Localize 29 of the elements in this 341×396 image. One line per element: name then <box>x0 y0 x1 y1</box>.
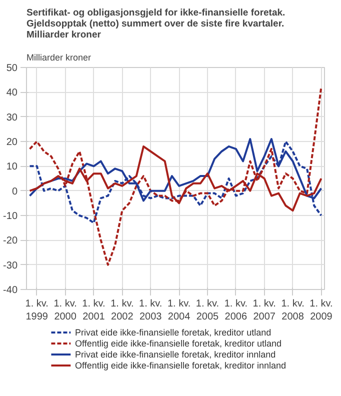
legend-label: Offentlig eide ikke-finansielle foretak, kreditor utland <box>75 338 282 348</box>
x-tick-label: 1. kv. 2003 <box>139 298 162 323</box>
y-axis-title: Milliarder kroner <box>26 52 92 62</box>
y-tick-label: 10 <box>6 162 18 173</box>
line-series <box>28 140 322 224</box>
x-tick-label: 1. kv. 2005 <box>196 298 220 323</box>
y-tick-label: 30 <box>6 112 18 124</box>
y-tick-label: 40 <box>6 88 18 99</box>
chart-title: Sertifikat- og obligasjonsgjeld for ikke-finansielle foretak. Gjeldsopptak (netto) summert over de siste fire kvartaler. Milliarder kroner <box>26 8 286 40</box>
y-tick-label: 0 <box>12 186 18 198</box>
line-series <box>28 86 322 266</box>
x-tick-label: 1. kv. 2006 <box>224 298 248 323</box>
x-tick-label: 1. kv. 2001 <box>82 298 106 323</box>
y-tick-label: 50 <box>6 63 18 74</box>
x-tick-label: 1. kv. 2002 <box>110 298 134 323</box>
x-tick-label: 1. kv. 2000 <box>54 298 77 323</box>
y-tick-label: 20 <box>6 137 18 148</box>
y-tick-label: -10 <box>3 211 18 222</box>
x-tick-label: 1. kv. 2004 <box>167 298 191 323</box>
x-tick-label: 1. kv. 2009 <box>310 298 333 323</box>
legend-label: Offentlig eide ikke-finansielle foretak, kreditor innland <box>75 360 286 370</box>
x-tick-label: 1. kv. 2007 <box>252 298 276 323</box>
y-tick-label: -30 <box>3 260 18 272</box>
x-tick-label: 1. kv. 1999 <box>25 298 48 323</box>
legend-label: Privat eide ikke-finansielle foretak, kreditor utland <box>75 328 272 338</box>
y-tick-label: -40 <box>3 285 18 296</box>
legend-label: Privat eide ikke-finansielle foretak, kreditor innland <box>75 350 276 360</box>
x-tick-label: 1. kv. 2008 <box>281 298 304 323</box>
y-tick-label: -20 <box>3 236 18 247</box>
